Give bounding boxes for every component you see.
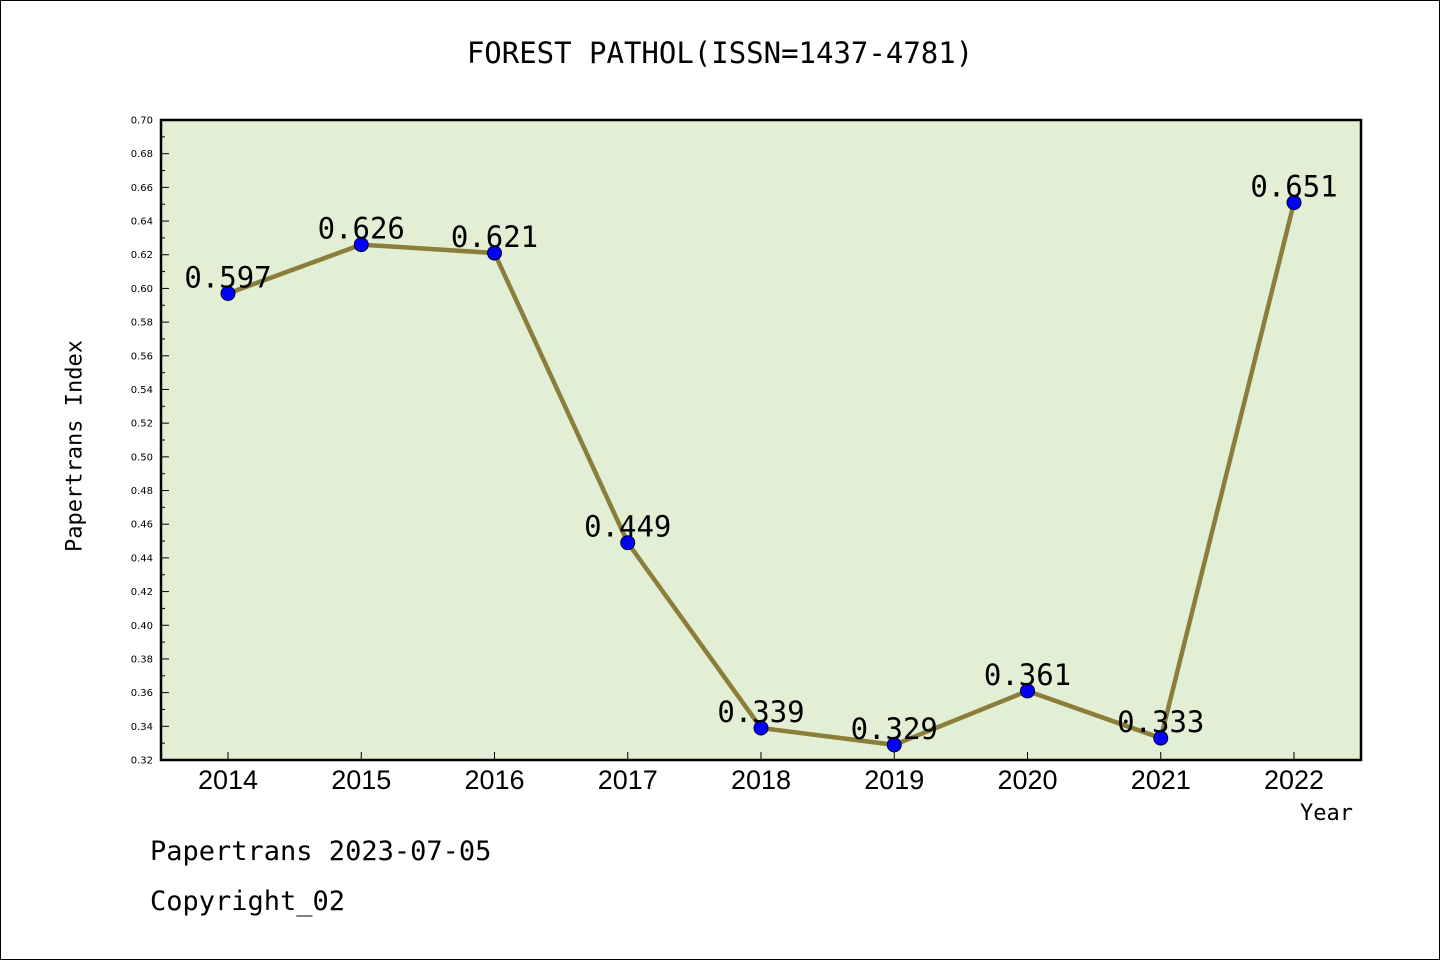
y-tick-label: 0.42 [131,587,153,598]
y-tick-label: 0.64 [131,217,153,228]
footer-date: Papertrans 2023-07-05 [150,836,492,867]
data-point [487,245,502,261]
x-tick-label: 2019 [864,765,924,795]
y-tick-label: 0.46 [131,520,153,531]
y-tick-label: 0.62 [131,250,153,261]
data-label: 0.333 [1117,705,1204,739]
x-tick-label: 2016 [464,765,524,795]
x-tick-label: 2020 [997,765,1057,795]
y-tick-label: 0.54 [131,385,153,396]
data-point [1286,195,1302,211]
x-axis-label: Year [1300,801,1353,826]
data-label: 0.597 [184,260,271,294]
y-tick-label: 0.44 [131,553,153,564]
data-label: 0.626 [318,212,405,246]
x-tick-label: 2014 [198,765,258,795]
y-tick-label: 0.70 [131,116,153,127]
y-tick-label: 0.52 [131,419,153,430]
data-point [1020,683,1035,699]
data-point [886,737,902,753]
y-tick-label: 0.36 [131,688,153,699]
data-label: 0.361 [984,658,1071,692]
y-tick-label: 0.34 [131,722,153,733]
chart-title: FOREST PATHOL(ISSN=1437-4781) [466,36,974,70]
y-tick-label: 0.32 [131,756,153,767]
data-label: 0.651 [1250,170,1337,204]
y-tick-label: 0.58 [131,318,153,329]
data-point [753,720,769,736]
y-tick-label: 0.66 [131,183,153,194]
x-tick-label: 2018 [731,765,791,795]
plot-area [159,118,1363,762]
y-tick-label: 0.68 [131,149,153,160]
x-tick-label: 2022 [1264,765,1324,795]
data-point [620,535,636,551]
x-tick-label: 2015 [331,765,391,795]
y-tick-label: 0.38 [131,654,153,665]
data-label: 0.449 [584,510,671,544]
x-tick-label: 2021 [1131,765,1191,795]
y-tick-label: 0.50 [131,452,153,463]
y-tick-label: 0.40 [131,621,153,632]
data-label: 0.621 [451,220,538,254]
data-point [353,237,369,253]
y-tick-label: 0.60 [131,284,153,295]
data-label: 0.339 [717,695,804,729]
footer-copyright: Copyright_02 [150,886,346,917]
x-tick-label: 2017 [598,765,658,795]
y-tick-label: 0.56 [131,351,153,362]
data-label: 0.329 [851,712,938,746]
y-tick-label: 0.48 [131,486,153,497]
data-point [220,285,236,301]
data-point [1153,730,1169,746]
